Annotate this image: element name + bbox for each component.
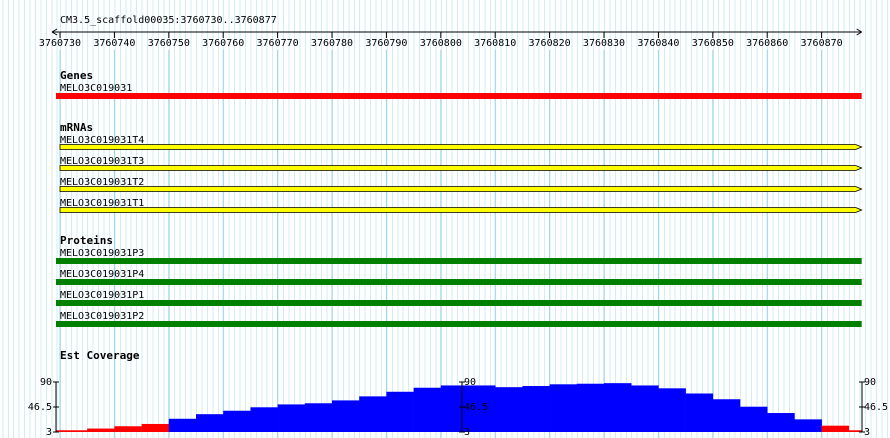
coverage-tick-label: 90 <box>40 377 52 388</box>
coverage-bar <box>468 385 496 432</box>
feature-glyph <box>56 300 862 306</box>
ruler-tick-label: 3760730 <box>39 38 81 49</box>
feature-glyph <box>59 207 863 213</box>
coverage-bar <box>332 400 360 432</box>
feature-label: MELO3C019031T2 <box>60 177 144 188</box>
ruler-tick-label: 3760850 <box>692 38 734 49</box>
coverage-bar <box>821 425 850 432</box>
coverage-tick-label: 46.5 <box>464 402 488 413</box>
feature-label: MELO3C019031P4 <box>60 269 144 280</box>
ruler-tick-label: 3760860 <box>746 38 788 49</box>
track-label: Est Coverage <box>60 349 140 362</box>
coverage-bar <box>223 410 251 432</box>
ruler-tick-label: 3760870 <box>801 38 843 49</box>
feature-glyph <box>56 93 862 99</box>
coverage-bar <box>576 383 605 432</box>
coverage-bar <box>740 406 768 432</box>
coverage-bar <box>87 428 115 432</box>
ruler-tick-label: 3760750 <box>148 38 190 49</box>
feature-glyph <box>59 144 863 150</box>
feature-label: MELO3C019031 <box>60 83 132 94</box>
coverage-bar <box>196 414 224 432</box>
ruler-tick-label: 3760790 <box>365 38 407 49</box>
coverage-bar <box>277 404 306 432</box>
feature-label: MELO3C019031P3 <box>60 248 144 259</box>
coverage-bar <box>712 399 741 432</box>
ruler-tick-label: 3760820 <box>529 38 571 49</box>
ruler-tick-label: 3760800 <box>420 38 462 49</box>
coverage-bar <box>794 419 822 432</box>
feature-label: MELO3C019031T3 <box>60 156 144 167</box>
coverage-bar <box>168 418 197 432</box>
ruler-tick-label: 3760780 <box>311 38 353 49</box>
coverage-tick-label: 3 <box>464 427 470 438</box>
ruler-arrow <box>51 28 862 36</box>
coverage-tick-label: 46.5 <box>28 402 52 413</box>
feature-label: MELO3C019031P2 <box>60 311 144 322</box>
feature-glyph <box>59 186 863 192</box>
feature-label: MELO3C019031P1 <box>60 290 144 301</box>
ruler-tick-label: 3760840 <box>637 38 679 49</box>
coverage-bar <box>440 385 469 432</box>
region-title: CM3.5_scaffold00035:3760730..3760877 <box>60 15 277 26</box>
ruler-tick-label: 3760810 <box>474 38 516 49</box>
coverage-bar <box>767 413 795 432</box>
feature-label: MELO3C019031T1 <box>60 198 144 209</box>
coverage-bar <box>604 383 632 432</box>
ruler-tick-label: 3760760 <box>202 38 244 49</box>
coverage-tick-label: 3 <box>864 427 870 438</box>
feature-glyph <box>59 165 863 171</box>
ruler-tick-label: 3760770 <box>257 38 299 49</box>
coverage-tick-label: 90 <box>864 377 876 388</box>
coverage-bar <box>413 387 442 432</box>
coverage-bar <box>495 387 523 432</box>
ruler-tick-label: 3760830 <box>583 38 625 49</box>
coverage-bar <box>386 391 414 432</box>
feature-glyph <box>56 258 862 264</box>
coverage-bar <box>114 426 142 432</box>
coverage-bar <box>250 407 278 432</box>
coverage-bar <box>658 388 686 432</box>
feature-glyph <box>56 279 862 285</box>
coverage-bar <box>631 385 659 432</box>
coverage-bar <box>522 386 550 432</box>
coverage-tick-label: 46.5 <box>864 402 888 413</box>
coverage-tick-label: 90 <box>464 377 476 388</box>
track-label: mRNAs <box>60 121 93 134</box>
track-label: Genes <box>60 69 93 82</box>
feature-glyph <box>56 321 862 327</box>
coverage-bar <box>848 430 862 432</box>
ruler-tick-label: 3760740 <box>93 38 135 49</box>
coverage-tick-label: 3 <box>46 427 52 438</box>
coverage-bar <box>549 384 578 432</box>
coverage-bar <box>685 393 714 432</box>
coverage-bar <box>304 403 333 432</box>
coverage-bar <box>141 423 170 432</box>
coverage-bar <box>56 430 88 432</box>
feature-label: MELO3C019031T4 <box>60 135 144 146</box>
coverage-bar <box>359 396 387 432</box>
track-label: Proteins <box>60 234 113 247</box>
